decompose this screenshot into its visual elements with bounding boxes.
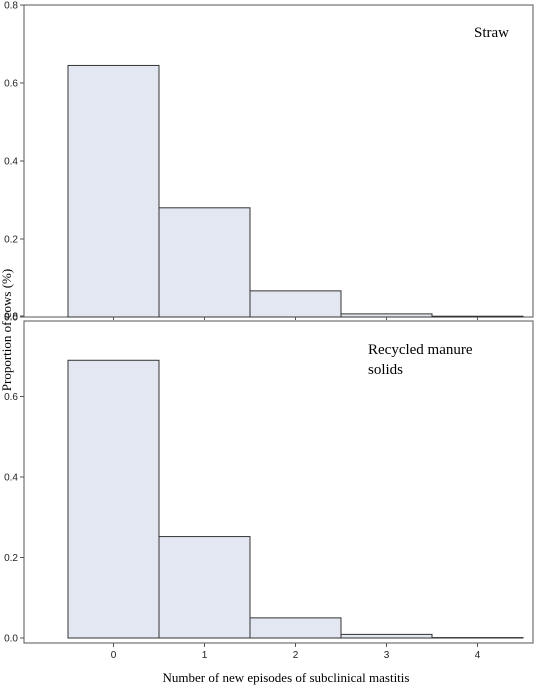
panel-frame [23,320,534,644]
x-tick-label: 1 [202,650,208,661]
bar-0 [67,359,160,639]
y-tick-label: 0.8 [4,1,18,12]
bar-2 [249,617,342,639]
bars-group [67,64,524,318]
y-tick-label: 0.6 [4,79,18,90]
x-ticks: 0 1 2 3 4 [111,643,481,661]
bar-1 [158,536,251,639]
x-tick-label: 4 [475,650,481,661]
x-tick-label: 3 [384,650,390,661]
panel-recycled-manure-solids: Recycled manure solids 0.0 0.2 0.4 0.6 0.8 0… [4,312,534,661]
y-axis-title: Proportion of cows (%) [0,269,14,391]
y-tick-label: 0.2 [4,235,18,246]
y-tick-label: 0.6 [4,392,18,403]
bar-2 [249,290,342,318]
y-tick-label: 0.0 [4,634,18,645]
bar-3 [340,313,433,318]
bar-1 [158,207,251,318]
x-axis-title: Number of new episodes of subclinical ma… [163,670,410,685]
y-tick-label: 0.4 [4,157,18,168]
bar-3 [340,633,433,639]
bar-4 [431,315,524,318]
bars-group [67,359,524,639]
y-tick-label: 0.4 [4,473,18,484]
y-tick-label: 0.8 [4,312,18,323]
y-ticks: 0.0 0.2 0.4 0.6 0.8 [4,1,24,324]
panel-straw: Straw 0.0 0.2 0.4 0.6 0.8 [4,1,534,324]
y-tick-label: 0.2 [4,553,18,564]
bar-0 [67,64,160,318]
panel-label-straw: Straw [474,25,509,41]
y-ticks: 0.0 0.2 0.4 0.6 0.8 [4,312,24,645]
x-tick-label: 2 [293,650,299,661]
x-tick-label: 0 [111,650,117,661]
panel-label-recycled-manure-line-2: solids [368,362,403,378]
panel-label-recycled-manure-line-1: Recycled manure [368,342,473,358]
y-tick-label: 0.0 [4,313,18,324]
